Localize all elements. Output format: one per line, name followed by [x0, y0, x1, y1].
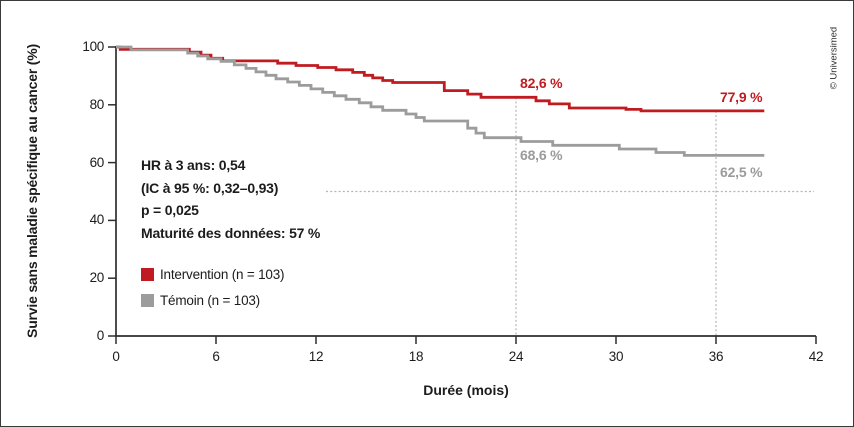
- y-tick-label: 100: [82, 39, 104, 54]
- callout-value-label: 68,6 %: [520, 146, 563, 163]
- x-tick-label: 12: [308, 349, 324, 364]
- y-tick-label: 80: [89, 96, 105, 112]
- x-tick-label: 24: [508, 349, 524, 364]
- temoin-color-swatch: [141, 293, 154, 307]
- x-axis-title: Durée (mois): [423, 382, 509, 398]
- curve-intervention: [116, 45, 765, 113]
- x-tick-label: 30: [608, 349, 624, 364]
- x-tick-label: 18: [408, 349, 424, 364]
- y-tick-label: 0: [96, 328, 105, 343]
- y-tick-label: 60: [89, 154, 105, 170]
- copyright-text: © Universimed: [828, 26, 840, 90]
- legend-item-intervention: Intervention (n = 103): [141, 261, 285, 287]
- legend: Intervention (n = 103) Témoin (n = 103): [141, 261, 285, 313]
- y-tick-label: 40: [89, 212, 105, 228]
- x-tick-label: 0: [112, 349, 120, 364]
- x-tick-label: 36: [708, 349, 724, 364]
- legend-label-temoin: Témoin (n = 103): [160, 292, 260, 308]
- legend-label-intervention: Intervention (n = 103): [160, 266, 285, 282]
- legend-item-temoin: Témoin (n = 103): [141, 287, 284, 313]
- callout-value-label: 82,6 %: [520, 75, 563, 92]
- x-tick-label: 6: [212, 349, 220, 364]
- stats-block: HR à 3 ans: 0,54 (IC à 95 %: 0,32–0,93) …: [141, 154, 320, 244]
- stats-hr-line: HR à 3 ans: 0,54: [141, 157, 246, 173]
- y-axis-title: Survie sans maladie spécifique au cancer…: [24, 44, 40, 338]
- x-tick-label: 42: [808, 349, 824, 364]
- curve-temoin: [116, 45, 765, 157]
- intervention-color-swatch: [141, 267, 154, 281]
- stats-ci-line: (IC à 95 %: 0,32–0,93): [141, 179, 279, 196]
- stats-maturity-line: Maturité des données: 57 %: [141, 224, 321, 241]
- stats-pvalue-line: p = 0,025: [141, 202, 199, 218]
- callout-value-label: 62,5 %: [720, 164, 763, 181]
- y-tick-label: 20: [89, 270, 105, 286]
- callout-value-label: 77,9 %: [720, 88, 763, 105]
